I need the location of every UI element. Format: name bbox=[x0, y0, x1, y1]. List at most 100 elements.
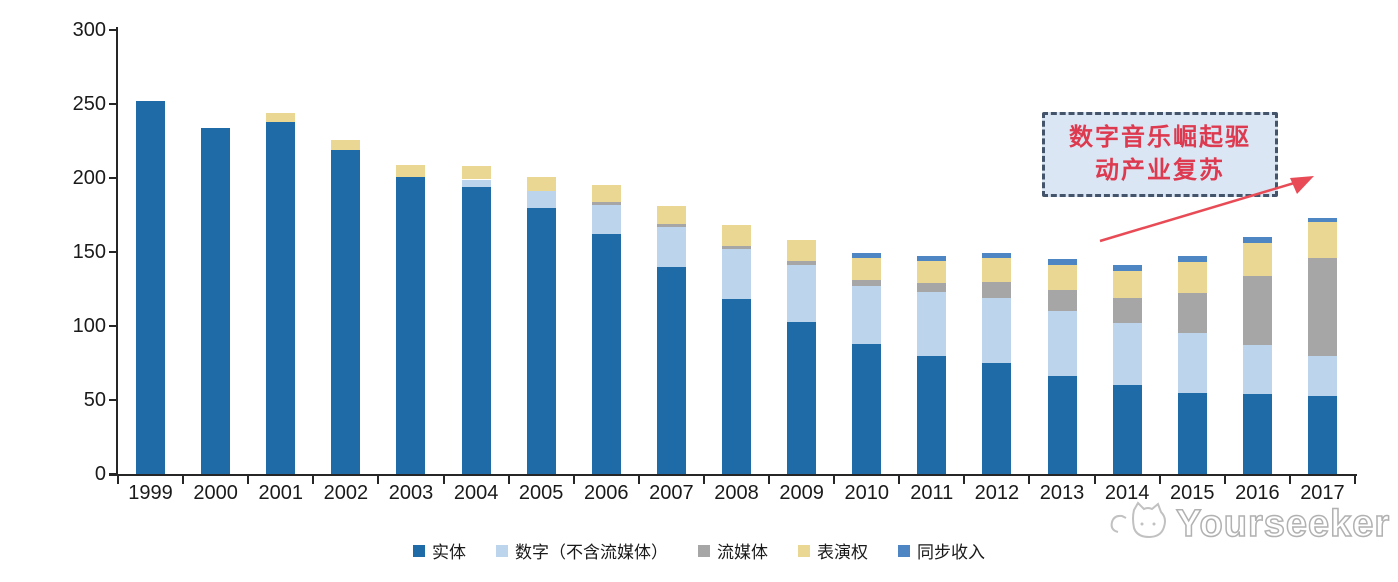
y-tick-label: 300 bbox=[72, 19, 106, 41]
legend-swatch bbox=[413, 544, 425, 557]
y-tick-mark bbox=[109, 325, 117, 327]
bar-segment bbox=[331, 149, 361, 474]
bar-segment bbox=[982, 363, 1012, 474]
bar-segment bbox=[461, 166, 491, 180]
x-tick-label: 2011 bbox=[910, 482, 954, 504]
x-tick-label: 2000 bbox=[193, 482, 238, 504]
x-tick-mark bbox=[377, 476, 380, 484]
bar-segment bbox=[1112, 265, 1142, 272]
bar-segment bbox=[1177, 256, 1207, 263]
x-axis-line bbox=[109, 474, 1357, 476]
bar-segment bbox=[1307, 257, 1337, 356]
x-tick-label: 2015 bbox=[1169, 482, 1215, 504]
x-tick-mark bbox=[572, 476, 575, 484]
bar-segment bbox=[722, 249, 751, 300]
bar-segment bbox=[1047, 290, 1077, 312]
bar-segment bbox=[656, 266, 686, 474]
bar-segment bbox=[1112, 323, 1142, 386]
x-tick-label: 2014 bbox=[1104, 482, 1150, 504]
x-tick-label: 2005 bbox=[518, 482, 564, 504]
x-tick-mark bbox=[1158, 476, 1161, 484]
bar-segment bbox=[266, 121, 296, 474]
bar-segment bbox=[591, 234, 621, 474]
bar-segment bbox=[1112, 297, 1142, 324]
x-tick-mark bbox=[442, 476, 445, 484]
x-tick-mark bbox=[247, 476, 250, 484]
bar-segment bbox=[396, 164, 426, 177]
bar-segment bbox=[656, 206, 686, 224]
bar-segment bbox=[136, 101, 166, 474]
y-tick-mark bbox=[109, 399, 117, 401]
y-tick-mark bbox=[109, 473, 117, 475]
y-tick-label: 50 bbox=[83, 389, 106, 411]
x-tick-mark bbox=[1223, 476, 1226, 484]
bar-segment bbox=[787, 265, 817, 322]
bar-segment bbox=[331, 139, 361, 150]
legend-item: 表演权 bbox=[798, 538, 868, 563]
legend-swatch bbox=[698, 544, 710, 557]
bar-segment bbox=[526, 191, 556, 208]
legend-swatch bbox=[798, 544, 810, 557]
bar-segment bbox=[1112, 385, 1142, 474]
bar-segment bbox=[656, 223, 686, 227]
bar-segment bbox=[1177, 392, 1207, 474]
bar-segment bbox=[917, 291, 947, 356]
bar-segment bbox=[982, 281, 1012, 298]
bar-segment bbox=[1307, 222, 1337, 258]
x-tick-label: 2007 bbox=[649, 482, 694, 504]
x-tick-mark bbox=[702, 476, 705, 484]
legend-swatch bbox=[496, 544, 508, 557]
bar-segment bbox=[982, 253, 1012, 258]
bar-segment bbox=[982, 257, 1012, 282]
x-tick-mark bbox=[637, 476, 640, 484]
y-tick-mark bbox=[109, 251, 117, 253]
bar-segment bbox=[1047, 311, 1077, 377]
x-tick-mark bbox=[768, 476, 771, 484]
bar-segment bbox=[1047, 376, 1077, 474]
bar-segment bbox=[266, 112, 296, 122]
legend-label: 同步收入 bbox=[917, 543, 985, 562]
x-tick-label: 1999 bbox=[128, 482, 173, 504]
bar-segment bbox=[591, 204, 621, 235]
legend-label: 实体 bbox=[432, 543, 466, 562]
x-tick-label: 2002 bbox=[323, 482, 369, 504]
x-tick-mark bbox=[182, 476, 185, 484]
y-tick-mark bbox=[109, 29, 117, 31]
bar-segment bbox=[461, 179, 491, 187]
y-tick-mark bbox=[109, 177, 117, 179]
x-tick-label: 2009 bbox=[779, 482, 824, 504]
bar-segment bbox=[1242, 275, 1272, 346]
bar-segment bbox=[1242, 394, 1272, 474]
bar-segment bbox=[722, 299, 751, 474]
legend-item: 数字（不含流媒体） bbox=[496, 538, 668, 563]
x-tick-label: 2001 bbox=[258, 482, 304, 504]
annotation-line-1: 数字音乐崛起驱 bbox=[1069, 124, 1251, 151]
bar-segment bbox=[787, 240, 817, 261]
x-tick-mark bbox=[1354, 476, 1356, 484]
bar-segment bbox=[1112, 271, 1142, 298]
bar-segment bbox=[1177, 262, 1207, 294]
x-tick-label: 2010 bbox=[844, 482, 889, 504]
bar-segment bbox=[1177, 293, 1207, 334]
y-tick-label: 100 bbox=[72, 315, 106, 337]
watermark-text: Yourseeker bbox=[1175, 502, 1391, 546]
legend-label: 表演权 bbox=[817, 543, 868, 562]
bar-segment bbox=[526, 176, 556, 192]
bar-segment bbox=[852, 280, 882, 287]
annotation-callout: 数字音乐崛起驱 动产业复苏 bbox=[1042, 112, 1278, 197]
annotation-line-2: 动产业复苏 bbox=[1095, 157, 1225, 184]
legend-label: 流媒体 bbox=[717, 543, 768, 562]
x-tick-label: 2013 bbox=[1039, 482, 1085, 504]
x-tick-label: 2006 bbox=[584, 482, 629, 504]
legend-label: 数字（不含流媒体） bbox=[515, 543, 668, 562]
bar-segment bbox=[917, 283, 947, 292]
x-tick-mark bbox=[1093, 476, 1096, 484]
bar-segment bbox=[1177, 333, 1207, 393]
bar-segment bbox=[852, 257, 882, 281]
bar-segment bbox=[852, 343, 882, 474]
bar-segment bbox=[591, 185, 621, 202]
legend-item: 流媒体 bbox=[698, 538, 768, 563]
bar-segment bbox=[201, 127, 231, 474]
bar-segment bbox=[591, 201, 621, 205]
